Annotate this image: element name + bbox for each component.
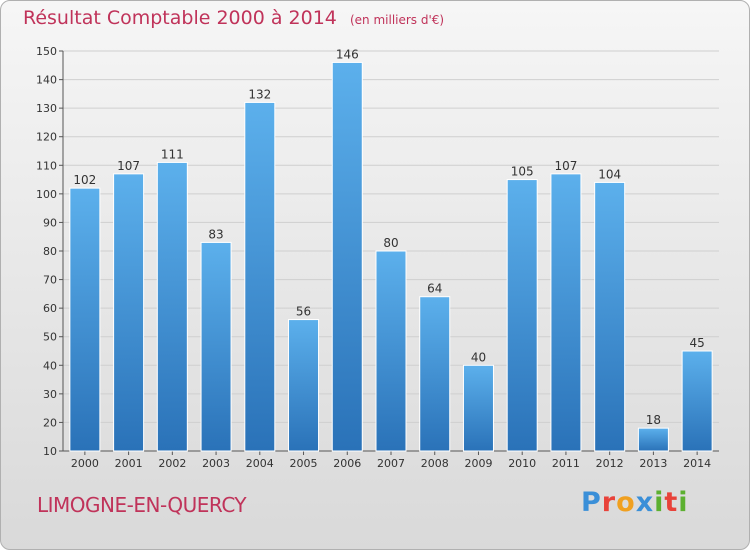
- value-label-2012: 104: [598, 167, 621, 181]
- logo-letter: x: [635, 487, 655, 518]
- bar-2008: [419, 296, 451, 452]
- value-label-2005: 56: [296, 305, 311, 319]
- bar-2005: [288, 319, 320, 452]
- x-tick-label-2008: 2008: [421, 457, 449, 470]
- logo-letter: r: [601, 487, 617, 518]
- x-tick-label-2011: 2011: [552, 457, 580, 470]
- bar-2004: [244, 101, 276, 452]
- y-tick-label: 50: [43, 331, 57, 344]
- value-label-2009: 40: [471, 350, 486, 364]
- x-tick-label-2007: 2007: [377, 457, 405, 470]
- x-tick-label-2001: 2001: [115, 457, 143, 470]
- chart-subtitle: (en milliers d'€): [349, 13, 445, 27]
- chart-title: Résultat Comptable 2000 à 2014: [23, 7, 337, 29]
- bar-2007: [375, 250, 407, 452]
- title-block: Résultat Comptable 2000 à 2014 (en milli…: [23, 7, 444, 29]
- y-tick-label: 140: [36, 74, 57, 87]
- y-tick-label: 120: [36, 131, 57, 144]
- proxiti-logo: Proxiti: [581, 487, 689, 518]
- x-tick-label-2005: 2005: [290, 457, 318, 470]
- x-tick-label-2013: 2013: [639, 457, 667, 470]
- bar-2002: [156, 161, 188, 452]
- labels: 10 20 30 40 50 60 70 80 90 100 110 120 130 140 150 102 2…: [36, 45, 711, 470]
- bars: [69, 61, 713, 452]
- value-label-2010: 105: [511, 165, 534, 179]
- y-tick-label: 90: [43, 216, 57, 229]
- y-tick-label: 80: [43, 245, 57, 258]
- x-tick-label-2014: 2014: [683, 457, 711, 470]
- bar-2009: [462, 364, 494, 452]
- value-label-2008: 64: [427, 282, 442, 296]
- commune-name: LIMOGNE-EN-QUERCY: [37, 493, 247, 517]
- bar-2013: [637, 427, 669, 452]
- bar-2010: [506, 179, 538, 452]
- x-tick-label-2010: 2010: [508, 457, 536, 470]
- y-tick-label: 70: [43, 274, 57, 287]
- y-tick-label: 100: [36, 188, 57, 201]
- y-tick-label: 130: [36, 102, 57, 115]
- value-label-2013: 18: [646, 413, 661, 427]
- x-tick-label-2000: 2000: [71, 457, 99, 470]
- value-label-2000: 102: [73, 173, 96, 187]
- bar-2012: [594, 181, 626, 452]
- y-tick-label: 40: [43, 359, 57, 372]
- y-tick-label: 110: [36, 159, 57, 172]
- y-tick-label: 30: [43, 388, 57, 401]
- logo-letter: o: [616, 487, 636, 518]
- bar-2003: [200, 241, 232, 452]
- value-label-2014: 45: [689, 336, 704, 350]
- value-label-2004: 132: [248, 87, 271, 101]
- value-label-2006: 146: [336, 47, 359, 61]
- value-label-2002: 111: [161, 147, 184, 161]
- bar-2011: [550, 173, 582, 452]
- x-tick-label-2006: 2006: [333, 457, 361, 470]
- y-tick-label: 150: [36, 45, 57, 58]
- value-label-2007: 80: [383, 236, 398, 250]
- logo-letter: i: [678, 487, 689, 518]
- x-tick-label-2003: 2003: [202, 457, 230, 470]
- value-label-2001: 107: [117, 159, 140, 173]
- logo-letter: t: [664, 487, 679, 518]
- y-tick-label: 10: [43, 445, 57, 458]
- bar-2000: [69, 187, 101, 452]
- value-label-2011: 107: [554, 159, 577, 173]
- bar-2001: [113, 173, 145, 452]
- logo-letter: i: [654, 487, 665, 518]
- x-tick-label-2004: 2004: [246, 457, 274, 470]
- logo-letter: P: [581, 487, 602, 518]
- bar-2014: [681, 350, 713, 452]
- value-label-2003: 83: [208, 227, 223, 241]
- y-tick-label: 60: [43, 302, 57, 315]
- x-tick-label-2002: 2002: [158, 457, 186, 470]
- x-tick-label-2009: 2009: [464, 457, 492, 470]
- x-tick-label-2012: 2012: [596, 457, 624, 470]
- bar-2006: [331, 61, 363, 452]
- y-tick-label: 20: [43, 416, 57, 429]
